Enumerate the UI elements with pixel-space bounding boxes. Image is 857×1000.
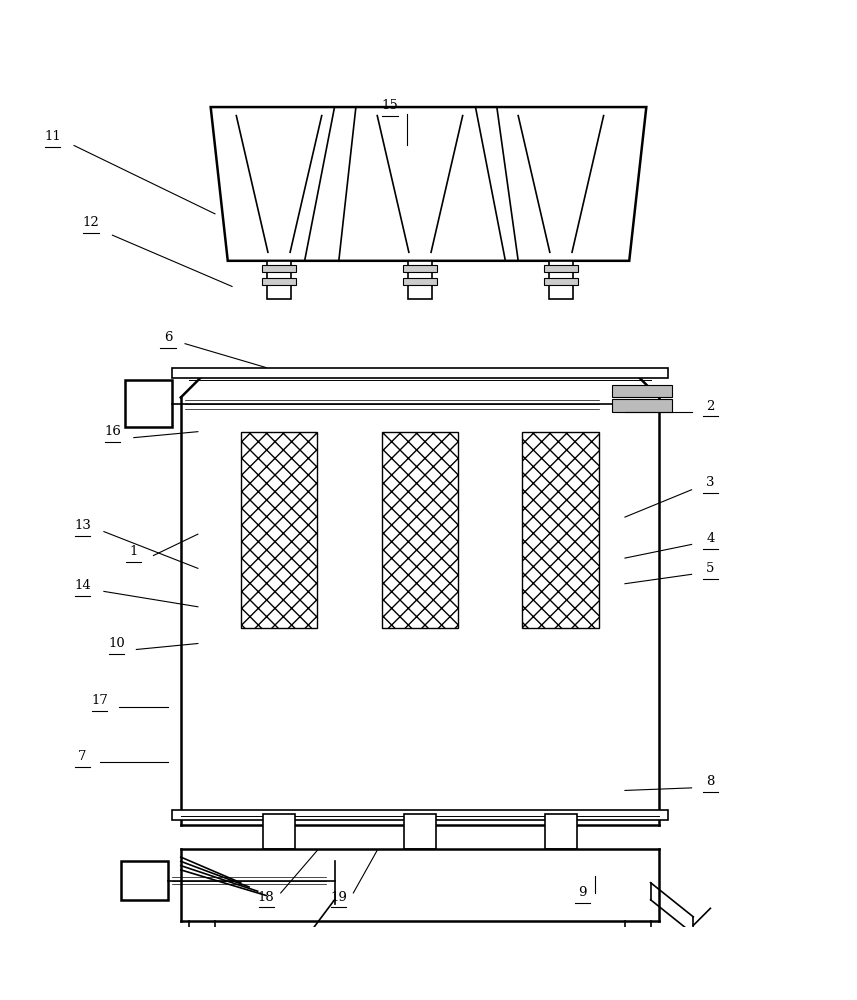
Text: 16: 16 [104, 425, 121, 438]
Bar [404, 814, 436, 849]
Text: 5: 5 [706, 562, 715, 575]
Text: 17: 17 [91, 694, 108, 707]
Bar [545, 814, 577, 849]
Bar [523, 432, 599, 628]
Text: 3: 3 [706, 476, 715, 489]
Text: 19: 19 [330, 891, 347, 904]
Bar [381, 432, 458, 628]
Text: 10: 10 [108, 637, 125, 650]
Bar [544, 265, 578, 272]
Text: 6: 6 [164, 331, 172, 344]
Text: 11: 11 [45, 130, 61, 143]
Bar [263, 814, 296, 849]
Text: 12: 12 [83, 216, 99, 229]
Bar [549, 261, 572, 299]
Text: 15: 15 [381, 99, 399, 112]
Text: 14: 14 [75, 579, 91, 592]
Bar [403, 265, 437, 272]
Bar [612, 399, 672, 412]
Text: 7: 7 [78, 750, 87, 763]
Text: 1: 1 [129, 545, 138, 558]
Bar [612, 385, 672, 397]
Text: 4: 4 [706, 532, 715, 545]
Text: 8: 8 [706, 775, 715, 788]
Text: 13: 13 [74, 519, 91, 532]
Bar [544, 278, 578, 285]
Bar [408, 261, 432, 299]
Bar [125, 380, 172, 427]
Bar [262, 278, 297, 285]
Polygon shape [211, 107, 646, 261]
Bar [267, 261, 291, 299]
Text: 9: 9 [578, 886, 586, 899]
Bar [172, 810, 668, 820]
Text: 18: 18 [258, 891, 274, 904]
Bar [172, 368, 668, 378]
Text: 2: 2 [706, 400, 715, 413]
Bar [241, 432, 317, 628]
Bar [403, 278, 437, 285]
Bar [262, 265, 297, 272]
Bar [121, 861, 168, 900]
